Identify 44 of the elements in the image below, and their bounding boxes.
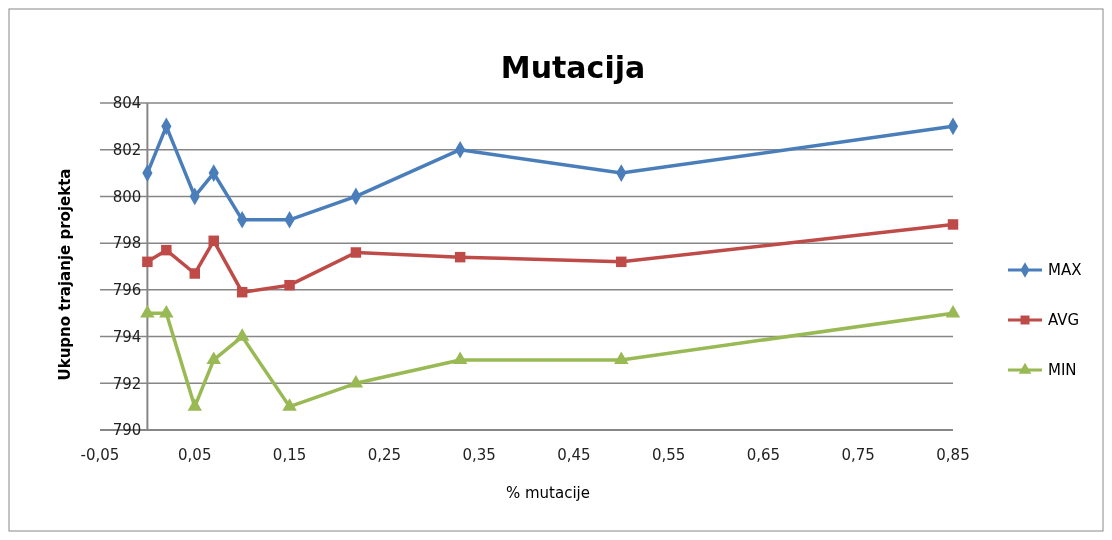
point xyxy=(189,268,201,279)
y-tick-label: 796 xyxy=(112,281,142,300)
point xyxy=(142,256,153,268)
point xyxy=(236,286,248,298)
point xyxy=(350,247,362,258)
x-tick-label: 0,25 xyxy=(367,446,402,464)
point xyxy=(234,328,250,341)
point xyxy=(187,398,202,411)
point xyxy=(140,304,155,318)
point xyxy=(614,351,629,365)
x-tick-label: 0,45 xyxy=(557,446,591,464)
point xyxy=(348,374,364,388)
point xyxy=(616,256,627,268)
point xyxy=(454,251,466,263)
x-tick-label: 0,65 xyxy=(746,446,781,464)
point xyxy=(206,351,221,365)
x-tick-label: 0,05 xyxy=(178,446,212,464)
point xyxy=(452,351,468,365)
point xyxy=(208,235,219,247)
legend-label: MAX xyxy=(1048,261,1082,280)
point xyxy=(947,219,959,230)
x-tick-label: 0,85 xyxy=(936,446,970,464)
x-tick-label: 0,35 xyxy=(462,446,496,464)
y-tick-label: 798 xyxy=(112,234,142,253)
y-tick-label: 792 xyxy=(112,374,142,393)
point xyxy=(284,279,295,291)
x-tick-label: 0,75 xyxy=(841,446,875,464)
legend-label: MIN xyxy=(1048,361,1077,380)
y-tick-label: 802 xyxy=(112,140,142,159)
y-tick-label: 800 xyxy=(112,187,142,206)
x-tick-label: 0,15 xyxy=(272,446,307,464)
chart-title: Mutacija xyxy=(500,50,646,85)
legend-label: AVG xyxy=(1048,311,1080,330)
x-axis-title: % mutacije xyxy=(505,484,591,502)
y-tick-label: 804 xyxy=(112,94,142,113)
point xyxy=(945,304,961,318)
y-axis-title: Ukupno trajanje projekta xyxy=(56,168,74,381)
y-tick-label: 794 xyxy=(112,327,142,346)
x-tick-label: -0,05 xyxy=(80,446,120,464)
point xyxy=(282,398,297,411)
point xyxy=(159,304,174,318)
point xyxy=(161,244,172,256)
y-tick-label: 790 xyxy=(112,421,142,440)
x-tick-label: 0,55 xyxy=(651,446,686,464)
